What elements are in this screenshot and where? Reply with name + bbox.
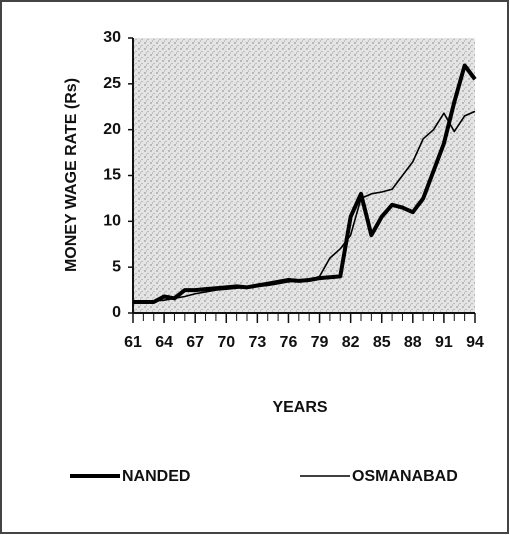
x-tick-label: 94 bbox=[466, 334, 484, 351]
x-tick-label: 91 bbox=[435, 334, 453, 351]
y-tick-label: 15 bbox=[103, 167, 121, 184]
y-tick-label: 10 bbox=[103, 213, 121, 230]
y-axis-label: MONEY WAGE RATE (Rs) bbox=[63, 78, 80, 272]
plot-area bbox=[133, 38, 475, 313]
y-tick-label: 0 bbox=[112, 304, 121, 321]
legend-label: NANDED bbox=[122, 468, 190, 485]
x-axis-label: YEARS bbox=[272, 399, 327, 416]
x-tick-label: 88 bbox=[404, 334, 422, 351]
y-tick-label: 5 bbox=[112, 258, 121, 275]
legend-label: OSMANABAD bbox=[352, 468, 458, 485]
x-tick-label: 64 bbox=[155, 334, 173, 351]
x-tick-label: 70 bbox=[217, 334, 235, 351]
x-tick-label: 82 bbox=[342, 334, 360, 351]
x-tick-label: 61 bbox=[124, 334, 142, 351]
x-tick-label: 79 bbox=[311, 334, 329, 351]
x-tick-label: 85 bbox=[373, 334, 391, 351]
y-tick-label: 30 bbox=[103, 29, 121, 46]
y-tick-label: 20 bbox=[103, 121, 121, 138]
series-line bbox=[133, 110, 476, 303]
x-tick-label: 73 bbox=[248, 334, 266, 351]
x-tick-label: 76 bbox=[280, 334, 298, 351]
y-tick-label: 25 bbox=[103, 75, 121, 92]
x-tick-label: 67 bbox=[186, 334, 204, 351]
